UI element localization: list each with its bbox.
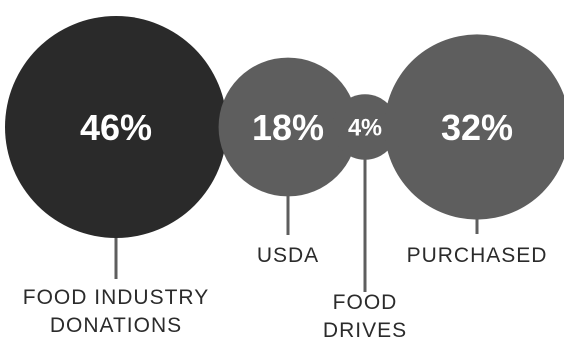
data-label: 4% [348, 115, 382, 141]
bubble [332, 94, 398, 160]
category-label: FOOD [333, 291, 398, 314]
category-label: DONATIONS [50, 314, 182, 337]
category-label: USDA [257, 244, 319, 267]
bubble [384, 34, 564, 220]
bubble [218, 57, 358, 197]
data-label: 46% [80, 107, 152, 148]
category-label: FOOD INDUSTRY [23, 286, 209, 309]
data-label: 18% [252, 107, 324, 148]
bubble [5, 16, 227, 238]
category-label: DRIVES [323, 319, 407, 342]
data-label: 32% [441, 107, 513, 148]
category-label: PURCHASED [407, 244, 548, 267]
